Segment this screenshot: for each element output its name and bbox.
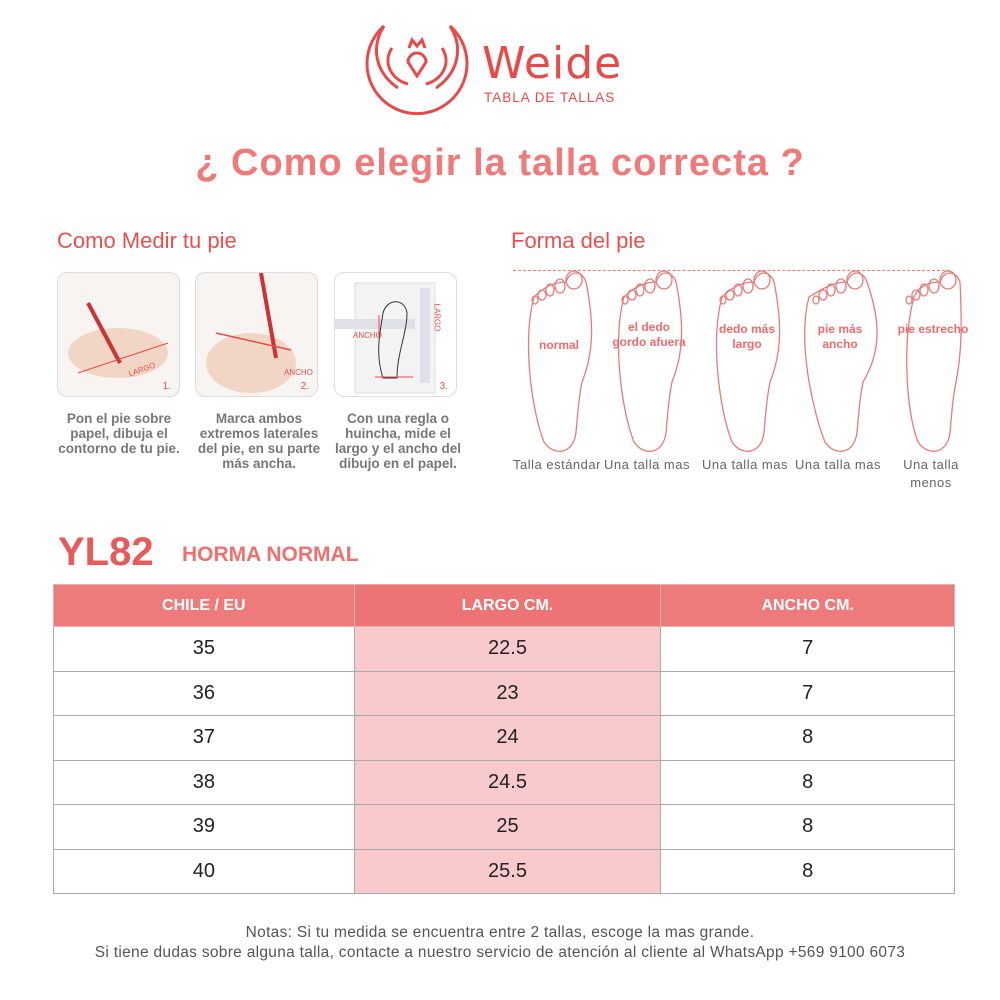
table-row: 38 24.5 8 (53, 759, 955, 805)
shape-heading: Forma del pie (511, 228, 646, 253)
foot-shape-caption: Una talla mas (702, 457, 788, 472)
width-cell: 8 (660, 848, 955, 894)
foot-shape-label: pie estrecho (897, 322, 969, 336)
table-row: 39 25 8 (53, 804, 955, 850)
note-line-2: Si tiene dudas sobre alguna talla, conta… (94, 944, 906, 961)
size-cell: 40 (53, 848, 355, 894)
size-cell: 38 (53, 759, 355, 805)
width-cell: 8 (660, 804, 955, 850)
foot-shape-3: dedo más largo (702, 262, 792, 457)
page-title: ¿ Como elegir la talla correcta ? (195, 142, 805, 184)
step-2-text: Marca ambos extremos laterales del pie, … (197, 411, 321, 471)
foot-shape-label: el dedo gordo afuera (612, 320, 686, 349)
length-cell: 25 (353, 804, 662, 850)
width-cell: 8 (660, 759, 955, 805)
foot-shape-caption: Una talla mas (795, 457, 881, 472)
header-width: ANCHO CM. (660, 584, 955, 627)
step-3-text: Con una regla o huincha, mide el largo y… (334, 411, 462, 471)
step-1-text: Pon el pie sobre papel, dibuja el contor… (58, 411, 180, 456)
measure-heading: Como Medir tu pie (57, 228, 237, 253)
length-cell: 23 (353, 670, 662, 716)
fit-type: HORMA NORMAL (182, 543, 359, 566)
size-cell: 35 (53, 626, 355, 672)
length-cell: 24 (353, 715, 662, 761)
brand-name: Weide (482, 38, 623, 89)
model-code: YL82 (58, 530, 154, 574)
brand-subtitle: TABLA DE TALLAS (484, 90, 616, 105)
foot-shape-4: pie más ancho (795, 262, 885, 457)
size-cell: 39 (53, 804, 355, 850)
step-2-photo: ANCHO 2. (195, 272, 318, 397)
step-3-photo: ANCHO LARGO 3. (334, 272, 457, 397)
length-cell: 22.5 (353, 626, 662, 672)
foot-shape-caption: Talla estándar (513, 457, 601, 472)
note-line-1: Notas: Si tu medida se encuentra entre 2… (245, 924, 755, 941)
foot-outline-icon (715, 270, 781, 452)
foot-shape-caption: Una talla mas (604, 457, 690, 472)
foot-shape-caption: Una talla menos (903, 457, 959, 490)
table-row: 36 23 7 (53, 670, 955, 716)
width-cell: 7 (660, 626, 955, 672)
foot-outline-icon (617, 270, 683, 452)
foot-shape-1: normal (514, 262, 604, 457)
size-cell: 36 (53, 670, 355, 716)
header-size: CHILE / EU (53, 584, 355, 627)
table-row: 37 24 8 (53, 715, 955, 761)
foot-shape-label: dedo más largo (718, 322, 775, 351)
table-row: 40 25.5 8 (53, 848, 955, 894)
weide-logo-icon (365, 24, 469, 116)
foot-outline-icon (804, 270, 878, 452)
foot-shape-2: el dedo gordo afuera (604, 262, 694, 457)
foot-shape-label: pie más ancho (817, 322, 863, 351)
foot-shape-5: pie estrecho (888, 262, 978, 457)
toe-line-divider (513, 270, 950, 271)
length-cell: 24.5 (353, 759, 662, 805)
width-cell: 7 (660, 670, 955, 716)
size-table: CHILE / EU LARGO CM. ANCHO CM. 35 22.5 7 36… (53, 584, 955, 894)
foot-outline-icon (527, 270, 593, 452)
length-cell: 25.5 (353, 848, 662, 894)
foot-outline-icon (905, 270, 962, 452)
header-length: LARGO CM. (353, 584, 662, 627)
step-1-photo: LARGO 1. (57, 272, 180, 397)
width-cell: 8 (660, 715, 955, 761)
size-cell: 37 (53, 715, 355, 761)
table-row: 35 22.5 7 (53, 626, 955, 672)
foot-shape-label: normal (538, 338, 579, 352)
